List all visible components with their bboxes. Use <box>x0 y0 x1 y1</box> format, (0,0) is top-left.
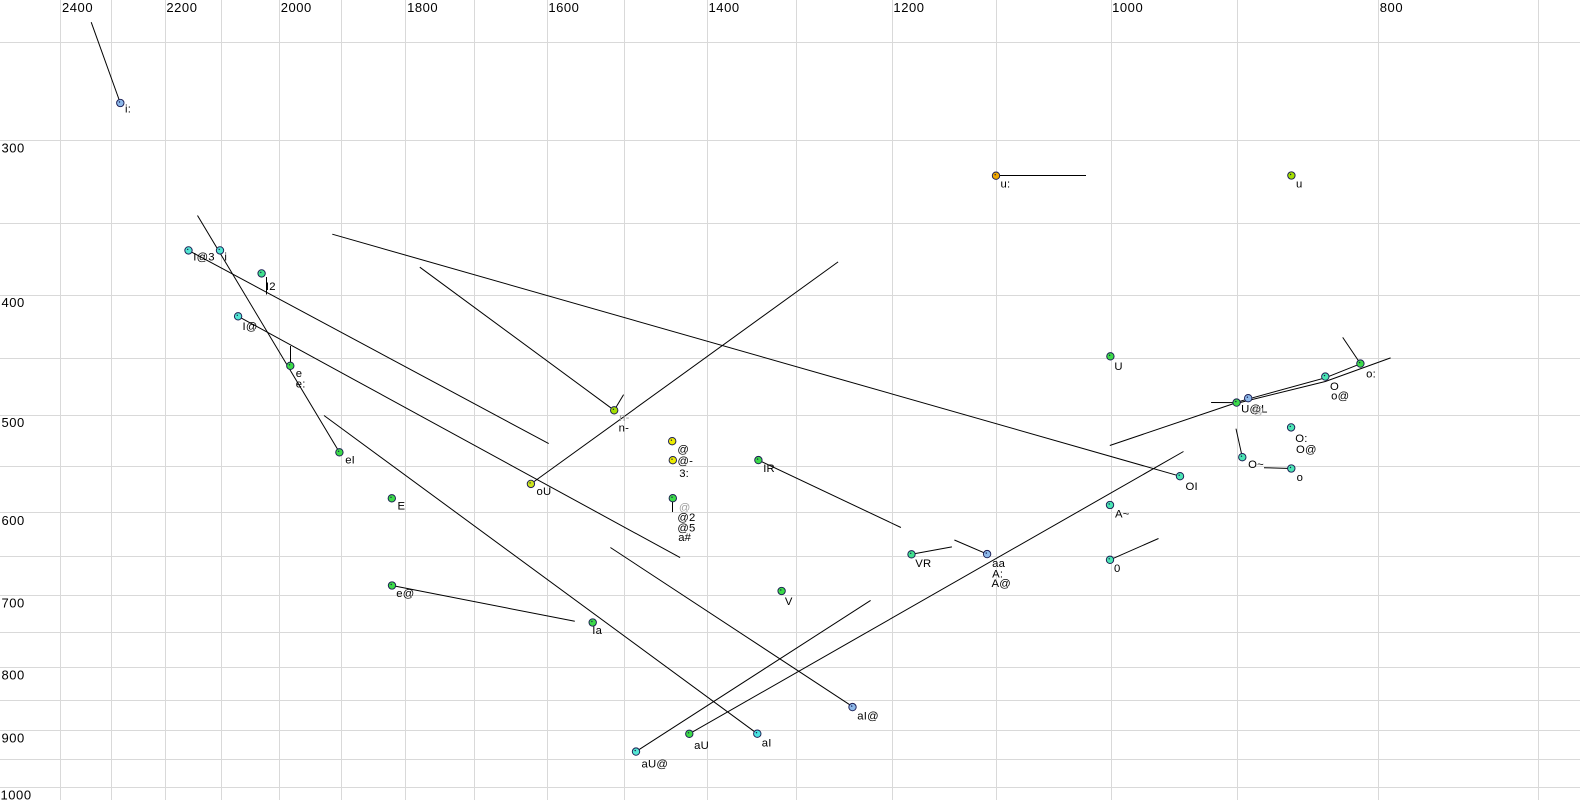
svg-text:i: i <box>224 252 227 264</box>
svg-text:oU: oU <box>537 486 552 498</box>
svg-text:e: e <box>296 368 302 380</box>
svg-text:O~: O~ <box>1248 459 1264 471</box>
svg-text:U@L: U@L <box>1241 403 1268 415</box>
svg-text:A:: A: <box>992 568 1003 580</box>
svg-text:800: 800 <box>2 667 25 682</box>
svg-text:Ia: Ia <box>592 625 602 637</box>
svg-text:a#: a# <box>678 532 691 544</box>
svg-text:aa: aa <box>992 558 1005 570</box>
svg-text:I2: I2 <box>266 281 276 293</box>
svg-text:900: 900 <box>2 731 25 746</box>
svg-text:1800: 1800 <box>407 0 438 15</box>
svg-text:IR: IR <box>763 463 775 475</box>
svg-text:O@: O@ <box>1296 444 1317 456</box>
svg-text:400: 400 <box>2 295 25 310</box>
svg-text:300: 300 <box>2 140 25 155</box>
svg-text:2200: 2200 <box>166 0 197 15</box>
svg-text:@2: @2 <box>677 512 695 524</box>
svg-text:@-: @- <box>678 455 694 467</box>
svg-text:O: O <box>1330 381 1339 393</box>
svg-text:A@: A@ <box>992 578 1011 590</box>
svg-text:@: @ <box>679 502 691 514</box>
svg-text:@: @ <box>677 444 689 456</box>
svg-text:I@3: I@3 <box>193 252 215 264</box>
svg-text:n-: n- <box>619 423 629 435</box>
svg-text:A~: A~ <box>1115 508 1130 520</box>
svg-text:1000: 1000 <box>1 787 32 800</box>
svg-text:o: o <box>1297 472 1303 484</box>
svg-text:2000: 2000 <box>281 0 312 15</box>
svg-text:3:: 3: <box>679 468 689 480</box>
svg-text:600: 600 <box>2 513 25 528</box>
svg-text:500: 500 <box>2 415 25 430</box>
svg-text:700: 700 <box>2 596 25 611</box>
svg-text:U: U <box>1114 361 1122 373</box>
svg-text:aI@: aI@ <box>857 710 879 722</box>
svg-text:u: u <box>1296 179 1302 191</box>
svg-text:800: 800 <box>1380 0 1403 15</box>
svg-text:O:: O: <box>1295 433 1307 445</box>
svg-text:@: @ <box>1253 405 1265 417</box>
svg-text:VR: VR <box>915 558 931 570</box>
svg-text:1600: 1600 <box>548 0 579 15</box>
svg-text:aU@: aU@ <box>642 759 669 771</box>
svg-text:E: E <box>398 500 406 512</box>
svg-text:i:: i: <box>125 103 131 115</box>
svg-text:1400: 1400 <box>709 0 740 15</box>
svg-text:OI: OI <box>1186 481 1198 493</box>
svg-text:@5: @5 <box>677 523 695 535</box>
svg-text:n-: n- <box>619 412 629 424</box>
svg-text:e:: e: <box>296 378 306 390</box>
svg-text:V: V <box>785 596 793 608</box>
svg-text:eI: eI <box>345 455 355 467</box>
svg-text:1200: 1200 <box>893 0 924 15</box>
svg-text:I@: I@ <box>243 321 258 333</box>
svg-text:aI: aI <box>762 737 772 749</box>
svg-text:e@: e@ <box>396 588 414 600</box>
svg-text:1000: 1000 <box>1112 0 1143 15</box>
svg-text:2400: 2400 <box>62 0 93 15</box>
svg-text:0: 0 <box>1114 563 1120 575</box>
svg-text:o:: o: <box>1366 368 1376 380</box>
svg-text:o@: o@ <box>1331 391 1349 403</box>
svg-text:u:: u: <box>1001 179 1011 191</box>
svg-text:aU: aU <box>694 740 709 752</box>
